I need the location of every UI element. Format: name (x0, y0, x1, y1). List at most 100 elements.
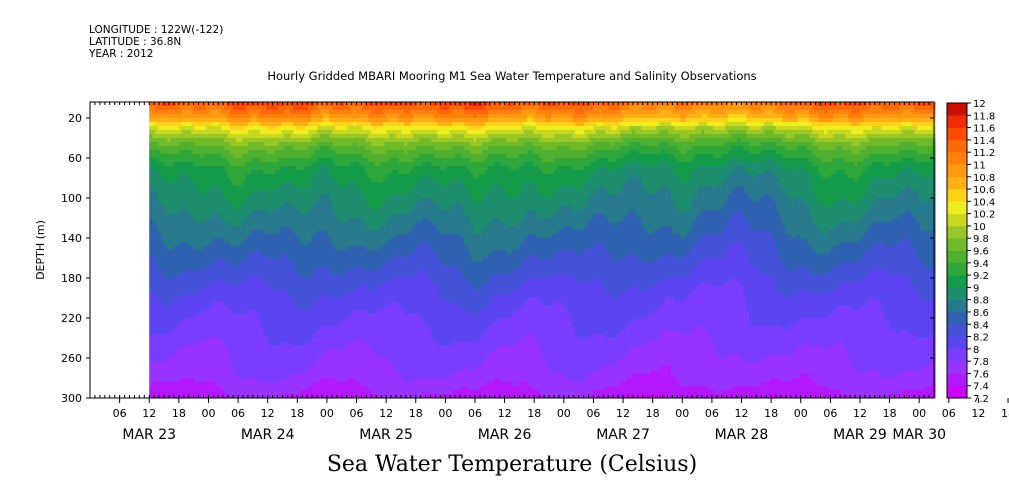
colorbar-label: 11.4 (973, 136, 995, 147)
y-tick-label: 100 (61, 192, 82, 205)
colorbar-label: 10.2 (973, 210, 995, 221)
colorbar-label: 7.8 (973, 357, 989, 368)
colorbar-label: 7.4 (973, 382, 989, 393)
x-hour-tick-label: 12 (379, 407, 393, 420)
x-day-label: MAR 27 (596, 427, 650, 443)
x-hour-tick-label: 18 (409, 407, 423, 420)
x-hour-tick-label: 12 (498, 407, 512, 420)
x-hour-tick-label: 06 (705, 407, 719, 420)
colorbar-label: 8.2 (973, 333, 989, 344)
x-day-label: MAR 26 (478, 427, 532, 443)
x-hour-tick-label: 06 (942, 407, 956, 420)
colorbar-label: 9.2 (973, 271, 989, 282)
x-hour-tick-label: 18 (764, 407, 778, 420)
colorbar-label: 9.8 (973, 234, 989, 245)
x-hour-tick-label: 12 (853, 407, 867, 420)
y-tick-label: 180 (61, 272, 82, 285)
x-hour-tick-label: 18 (527, 407, 541, 420)
x-hour-tick-label: 00 (320, 407, 334, 420)
colorbar-label: 11.2 (973, 148, 995, 159)
x-hour-tick-label: 12 (735, 407, 749, 420)
x-hour-tick-label: 00 (794, 407, 808, 420)
x-hour-tick-label: 12 (971, 407, 985, 420)
x-hour-tick-label: 06 (113, 407, 127, 420)
colorbar-swatch (947, 164, 967, 178)
colorbar-label: 8.6 (973, 308, 989, 319)
x-day-label: MAR 30 (892, 427, 946, 443)
variable-label: Sea Water Temperature (Celsius) (326, 452, 698, 477)
colorbar-swatch (947, 238, 967, 251)
x-hour-tick-label: 06 (468, 407, 482, 420)
x-day-label: MAR 24 (241, 427, 295, 443)
x-hour-tick-label: 00 (438, 407, 452, 420)
x-hour-tick-label: 18 (290, 407, 304, 420)
x-hour-tick-label: 06 (586, 407, 600, 420)
x-hour-tick-label: 18 (883, 407, 897, 420)
x-day-label: MAR 25 (359, 427, 413, 443)
colorbar-swatch (947, 250, 967, 264)
x-day-label: MAR 28 (715, 427, 769, 443)
colorbar-label: 8.4 (973, 320, 989, 331)
y-axis-label: DEPTH (m) (34, 220, 47, 280)
latitude-label: LATITUDE : 36.8N (89, 36, 182, 48)
x-hour-tick-label: 06 (823, 407, 837, 420)
x-hour-tick-label: 18 (1001, 407, 1009, 420)
colorbar-swatch (947, 373, 967, 387)
y-tick-label: 140 (61, 232, 82, 245)
x-hour-tick-label: 18 (172, 407, 186, 420)
plot-frame (89, 101, 935, 399)
colorbar-swatch (947, 311, 967, 325)
colorbar-swatch (947, 275, 967, 288)
x-hour-tick-label: 00 (912, 407, 926, 420)
y-tick-label: 20 (68, 112, 82, 125)
colorbar: 7.27.47.67.888.28.48.68.899.29.49.69.810… (946, 99, 995, 405)
x-day-label: MAR 29 (833, 427, 887, 443)
colorbar-swatch (947, 324, 967, 337)
y-tick-label: 300 (61, 392, 82, 405)
y-tick-label: 260 (61, 352, 82, 365)
colorbar-swatch (947, 176, 967, 190)
colorbar-swatch (947, 127, 967, 141)
x-hour-tick-label: 12 (142, 407, 156, 420)
longitude-label: LONGITUDE : 122W(-122) (89, 24, 224, 36)
chart-title: Hourly Gridded MBARI Mooring M1 Sea Wate… (267, 69, 757, 83)
x-hour-tick-label: 06 (231, 407, 245, 420)
plot-area (89, 101, 936, 399)
colorbar-swatch (947, 103, 967, 116)
colorbar-swatch (947, 287, 967, 300)
x-hour-tick-label: 06 (350, 407, 364, 420)
colorbar-label: 9.6 (973, 247, 989, 258)
colorbar-swatch (947, 348, 967, 362)
colorbar-label: 10.8 (973, 173, 995, 184)
colorbar-swatch (947, 225, 967, 239)
year-label: YEAR : 2012 (89, 48, 154, 60)
colorbar-swatch (947, 385, 967, 399)
colorbar-swatch (947, 139, 967, 153)
colorbar-label: 9 (973, 283, 979, 294)
x-hour-tick-label: 18 (646, 407, 660, 420)
colorbar-swatch (947, 152, 967, 165)
colorbar-swatch (947, 361, 967, 374)
colorbar-swatch (947, 336, 967, 350)
colorbar-label: 11.6 (973, 124, 995, 135)
colorbar-label: 9.4 (973, 259, 989, 270)
colorbar-label: 7.2 (973, 394, 989, 405)
colorbar-swatch (947, 299, 967, 313)
colorbar-label: 10 (973, 222, 986, 233)
x-hour-tick-label: 00 (675, 407, 689, 420)
x-hour-tick-label: 00 (201, 407, 215, 420)
colorbar-label: 8.8 (973, 296, 989, 307)
colorbar-label: 10.4 (973, 197, 995, 208)
x-axis: 06 12 18 00 06 12 18 00 06 12 18 00 06 12 18 00 06 12 18 00… (89, 102, 1009, 443)
x-day-label: MAR 23 (122, 427, 176, 443)
x-hour-tick-label: 00 (557, 407, 571, 420)
colorbar-label: 12 (973, 99, 986, 110)
colorbar-label: 10.6 (973, 185, 995, 196)
colorbar-label: 11.8 (973, 111, 995, 122)
colorbar-swatch (947, 189, 967, 202)
colorbar-label: 11 (973, 160, 986, 171)
colorbar-swatch (947, 115, 967, 128)
colorbar-swatch (947, 201, 967, 214)
colorbar-swatch (947, 213, 967, 227)
